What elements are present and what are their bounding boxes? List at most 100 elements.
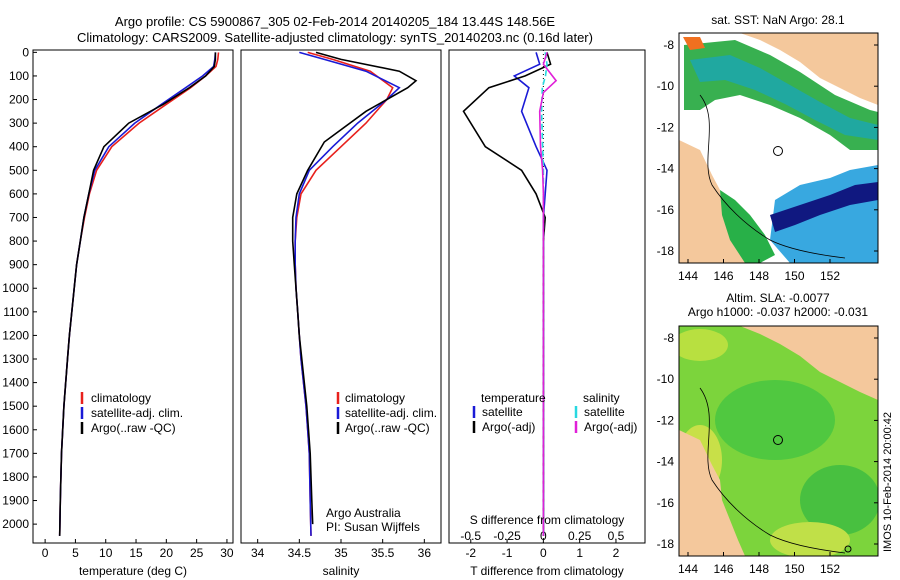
salinity-x-label: salinity <box>323 564 360 578</box>
x-tick-label: 20 <box>160 546 174 560</box>
depth-tick-label: 1200 <box>2 328 29 342</box>
depth-axis: 0 100 200 300 400 500 600 700 800 900 1000 1100 1200… <box>2 45 37 531</box>
x-tick-label: 1 <box>576 546 583 560</box>
sla-argo-position <box>773 435 783 445</box>
lat-tick-label: -10 <box>657 372 675 386</box>
lon-tick-label: 152 <box>820 269 840 283</box>
sla-map-frame <box>678 325 879 557</box>
difference-legend: temperature salinity satellite Argo(-adj… <box>472 391 637 434</box>
timestamp-sidebar: IMOS 10-Feb-2014 20:00:42 <box>881 332 895 552</box>
t-difference-x-label: T difference from climatology <box>470 564 624 578</box>
sst-argo-position <box>773 146 783 156</box>
lat-tick-label: -18 <box>657 244 675 258</box>
temperature-profiles <box>58 52 220 536</box>
lon-tick-label: 148 <box>749 269 769 283</box>
sla-map-title-1: Altim. SLA: -0.0077 <box>726 291 830 305</box>
depth-tick-label: 300 <box>9 116 29 130</box>
depth-tick-label: 200 <box>9 93 29 107</box>
difference-profiles <box>462 52 558 536</box>
x-tick-label: 35 <box>334 546 348 560</box>
lon-tick-label: 152 <box>820 562 840 576</box>
lon-tick-label: 144 <box>678 269 698 283</box>
sla-land-png <box>740 326 878 400</box>
sla-land-australia <box>679 430 745 556</box>
lat-tick-label: -16 <box>657 496 675 510</box>
s-tick-label: 0.25 <box>568 529 592 543</box>
sst-cold-band <box>770 182 878 232</box>
depth-tick-label: 700 <box>9 210 29 224</box>
sst-map-title: sat. SST: NaN Argo: 28.1 <box>711 13 845 27</box>
salinity-x-axis: 34 34.5 35 35.5 36 <box>251 539 431 560</box>
depth-tick-label: 1600 <box>2 423 29 437</box>
sst-hot-spot <box>683 37 705 50</box>
legend2-climatology: climatology <box>345 391 405 405</box>
lat-tick-label: -10 <box>657 79 675 93</box>
s-tick-label: -0.25 <box>493 529 521 543</box>
sst-green-coast <box>720 190 775 263</box>
x-tick-label: 30 <box>220 546 234 560</box>
x-tick-label: 34.5 <box>288 546 312 560</box>
depth-tick-label: 800 <box>9 234 29 248</box>
x-tick-label: 25 <box>190 546 204 560</box>
temperature-panel-frame <box>32 49 234 544</box>
series-line-salinity-argo-adj- <box>538 52 558 536</box>
depth-tick-label: 0 <box>22 45 29 59</box>
lat-tick-label: -16 <box>657 203 675 217</box>
lat-tick-label: -8 <box>663 38 674 52</box>
title-line-1: Argo profile: CS 5900867_305 02-Feb-2014… <box>115 14 556 29</box>
legend2-argo-raw: Argo(..raw -QC) <box>345 421 430 435</box>
depth-tick-label: 1300 <box>2 352 29 366</box>
lon-tick-label: 150 <box>784 562 804 576</box>
x-tick-label: 34 <box>251 546 265 560</box>
difference-x-axis: -2 -1 0 1 2 -0.5 -0.25 0 0.25 0.5 <box>460 529 624 560</box>
temperature-x-axis: 0 5 10 15 20 25 30 <box>42 539 234 560</box>
sst-map <box>678 32 879 264</box>
salinity-legend: climatology satellite-adj. clim. Argo(..… <box>336 391 437 435</box>
lat-tick-label: -14 <box>657 162 675 176</box>
pi-label: PI: Susan Wijffels <box>326 520 420 534</box>
lon-tick-label: 150 <box>784 269 804 283</box>
x-tick-label: 0 <box>540 546 547 560</box>
x-tick-label: 0 <box>42 546 49 560</box>
temperature-x-label: temperature (deg C) <box>79 564 187 578</box>
salinity-profiles <box>291 51 418 536</box>
salinity-panel-frame <box>240 49 442 544</box>
sla-yellow-patch-3 <box>770 522 850 556</box>
lon-tick-label: 146 <box>713 562 733 576</box>
depth-tick-label: 1800 <box>2 470 29 484</box>
s-tick-label: -0.5 <box>460 529 481 543</box>
depth-tick-label: 100 <box>9 69 29 83</box>
title-line-2: Climatology: CARS2009. Satellite-adjuste… <box>77 30 593 45</box>
lon-tick-label: 144 <box>678 562 698 576</box>
depth-tick-label: 900 <box>9 258 29 272</box>
legend3-s-satellite: satellite <box>584 405 625 419</box>
depth-tick-label: 1700 <box>2 446 29 460</box>
depth-tick-label: 1500 <box>2 399 29 413</box>
lat-tick-label: -14 <box>657 455 675 469</box>
lat-tick-label: -12 <box>657 413 675 427</box>
lon-tick-label: 148 <box>749 562 769 576</box>
legend-climatology: climatology <box>91 391 151 405</box>
legend-temperature-header: temperature <box>481 391 546 405</box>
temperature-legend: climatology satellite-adj. clim. Argo(..… <box>80 391 183 435</box>
sla-green-patch-1 <box>715 380 835 460</box>
x-tick-label: -1 <box>502 546 513 560</box>
series-line-argo-raw-qc- <box>58 52 217 536</box>
legend2-satellite-adj: satellite-adj. clim. <box>345 406 437 420</box>
legend-satellite-adj: satellite-adj. clim. <box>91 406 183 420</box>
depth-tick-label: 1000 <box>2 281 29 295</box>
sst-map-frame <box>678 32 879 264</box>
x-tick-label: 35.5 <box>371 546 395 560</box>
series-line-argo-raw-qc- <box>291 51 418 525</box>
x-tick-label: 2 <box>613 546 620 560</box>
sst-land-png <box>740 33 878 105</box>
timestamp-text: IMOS 10-Feb-2014 20:00:42 <box>882 411 894 552</box>
depth-tick-label: 1400 <box>2 376 29 390</box>
lat-tick-label: -18 <box>657 537 675 551</box>
x-tick-label: 10 <box>99 546 113 560</box>
sla-yellow-patch-1 <box>679 329 728 361</box>
sst-bathymetry-contour <box>699 94 846 259</box>
s-tick-label: 0 <box>540 529 547 543</box>
